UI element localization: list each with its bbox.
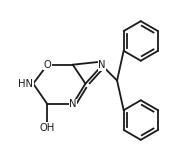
Text: O: O [44, 60, 51, 70]
Text: N: N [98, 61, 106, 71]
Text: OH: OH [40, 123, 55, 133]
Text: N: N [69, 99, 76, 109]
Text: HN: HN [18, 79, 33, 89]
